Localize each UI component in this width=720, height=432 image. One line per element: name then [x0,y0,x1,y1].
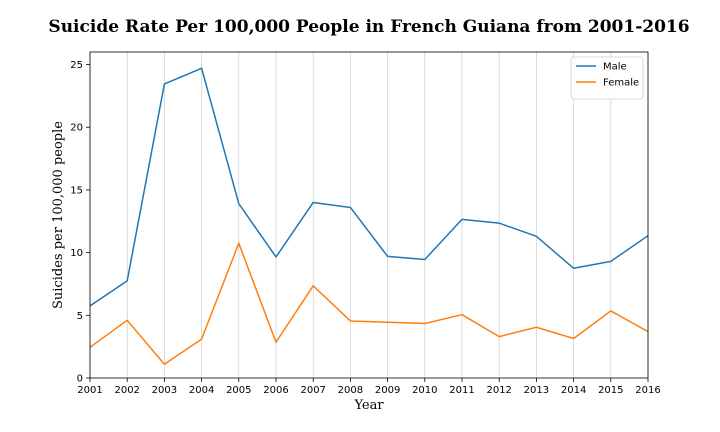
series-line-male [89,67,649,307]
x-tick-label: 2015 [598,385,623,396]
x-tick-label: 2009 [375,385,400,396]
x-tick-label: 2005 [226,385,251,396]
x-tick-label: 2012 [486,385,511,396]
y-axis: 0 5 10 15 20 25 [70,60,90,385]
legend-label-female: Female [603,78,639,89]
x-tick-label: 2010 [412,385,437,396]
y-tick-label: 20 [70,123,83,134]
x-axis-label: Year [353,398,384,413]
x-tick-label: 2001 [77,385,102,396]
y-tick-label: 5 [77,311,83,322]
x-tick-label: 2014 [561,385,586,396]
series-line-female [89,242,649,365]
legend-label-male: Male [603,62,627,73]
y-axis-label: Suicides per 100,000 people [51,121,66,309]
x-tick-label: 2004 [189,385,214,396]
x-tick-label: 2008 [338,385,363,396]
y-tick-label: 0 [77,374,83,385]
y-tick-label: 15 [70,185,83,196]
legend: Male Female [570,56,644,100]
x-tick-label: 2007 [300,385,325,396]
legend-box [570,56,644,100]
x-tick-label: 2013 [524,385,549,396]
chart-title: Suicide Rate Per 100,000 People in Frenc… [48,17,689,37]
series-lines [89,67,649,365]
x-tick-label: 2016 [635,385,660,396]
x-tick-label: 2011 [449,385,474,396]
plot-frame [89,51,649,379]
grid-lines [89,52,649,378]
x-tick-label: 2002 [114,385,139,396]
x-tick-label: 2006 [263,385,288,396]
x-tick-label: 2003 [152,385,177,396]
x-axis: 2001 2002 2003 2004 2005 2006 2007 2008 2009 2010… [77,378,661,396]
y-tick-label: 10 [70,248,83,259]
y-tick-label: 25 [70,60,83,71]
